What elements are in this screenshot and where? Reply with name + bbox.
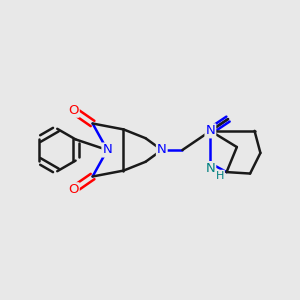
Text: N: N [157, 143, 167, 157]
Text: O: O [68, 104, 79, 117]
Text: N: N [206, 162, 215, 175]
Text: H: H [216, 171, 224, 181]
Text: N: N [206, 124, 215, 137]
Text: O: O [68, 183, 79, 196]
Text: N: N [102, 143, 112, 157]
